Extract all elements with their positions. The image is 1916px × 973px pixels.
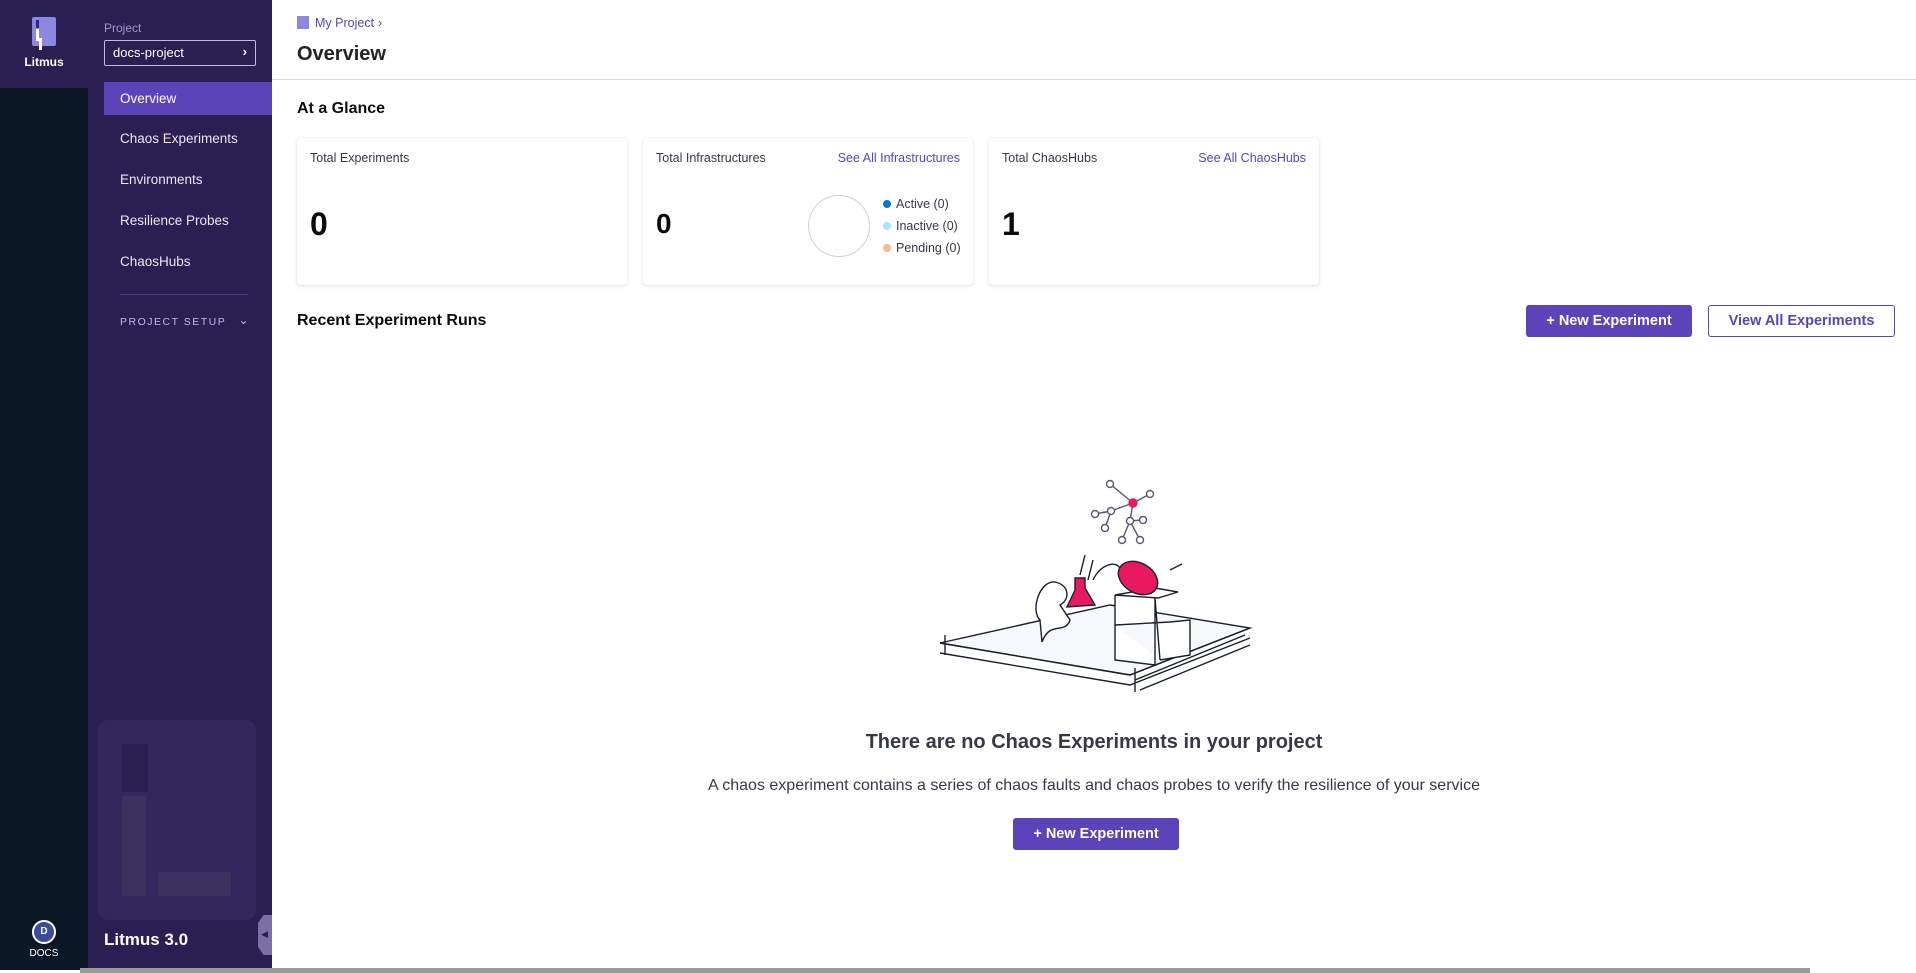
sidebar-item-overview[interactable]: Overview [104,82,272,115]
empty-state-title: There are no Chaos Experiments in your p… [865,731,1323,753]
card-total-chaoshubs: Total ChaosHubs See All ChaosHubs 1 [989,138,1319,285]
chevron-right-icon: › [242,44,247,59]
app-switcher-litmus[interactable]: Litmus [0,0,88,88]
network-icon [1090,479,1155,545]
sidebar: Project docs-project › Overview Chaos Exp… [88,0,272,970]
litmus-logo-icon [32,17,56,46]
sidebar-item-environments[interactable]: Environments [120,172,203,187]
account-docs[interactable]: D DOCS [0,920,88,959]
card-title: Total Experiments [310,151,410,165]
version-label: Litmus 3.0 [104,930,189,949]
page-header: My Project › Overview [272,0,1916,80]
card-value: 0 [310,206,328,242]
project-selector[interactable]: docs-project › [104,40,256,66]
project-setup-label: PROJECT SETUP [120,316,227,328]
new-experiment-button[interactable]: + New Experiment [1526,305,1692,337]
empty-state-description: A chaos experiment contains a series of … [708,777,1480,794]
card-total-infrastructures: Total Infrastructures See All Infrastruc… [643,138,973,285]
card-value: 0 [656,208,672,239]
at-a-glance-heading: At a Glance [297,100,386,117]
card-total-experiments: Total Experiments 0 [297,138,627,285]
see-all-infrastructures-link[interactable]: See All Infrastructures [837,151,960,165]
project-label: Project [104,21,142,35]
legend-active: Active (0) [883,197,961,219]
litmus-watermark-icon [98,720,256,920]
divider [120,294,248,295]
dot-icon [883,200,891,208]
empty-new-experiment-button[interactable]: + New Experiment [1013,818,1179,850]
legend-inactive: Inactive (0) [883,219,961,241]
app-label: Litmus [24,55,64,69]
project-setup-toggle[interactable]: PROJECT SETUP ⌄ [120,313,250,328]
avatar: D [32,920,56,944]
infrastructure-legend: Active (0) Inactive (0) Pending (0) [883,197,961,263]
app-rail: Litmus D DOCS [0,0,88,970]
project-icon [297,16,309,29]
chevron-right-icon: › [378,16,383,30]
page-title: Overview [297,43,386,65]
sidebar-item-resilience-probes[interactable]: Resilience Probes [120,213,229,228]
collapse-sidebar-button[interactable]: ◀ [258,915,272,955]
project-name: docs-project [113,45,184,60]
sidebar-item-chaoshubs[interactable]: ChaosHubs [120,254,191,269]
see-all-chaoshubs-link[interactable]: See All ChaosHubs [1198,151,1306,165]
card-title: Total ChaosHubs [1002,151,1098,165]
card-title: Total Infrastructures [656,151,766,165]
horizontal-scrollbar[interactable] [80,968,1810,973]
dot-icon [883,244,891,252]
legend-pending: Pending (0) [883,241,961,263]
recent-runs-heading: Recent Experiment Runs [297,312,487,329]
account-label: DOCS [29,948,59,959]
card-value: 1 [1002,206,1020,242]
infrastructure-donut-chart [808,195,870,257]
breadcrumb[interactable]: My Project › [297,16,382,30]
sidebar-item-chaos-experiments[interactable]: Chaos Experiments [120,131,238,146]
view-all-experiments-button[interactable]: View All Experiments [1708,305,1895,337]
dot-icon [883,222,891,230]
breadcrumb-project[interactable]: My Project [315,16,375,30]
empty-state-illustration [939,479,1253,692]
chevron-down-icon: ⌄ [238,313,250,327]
